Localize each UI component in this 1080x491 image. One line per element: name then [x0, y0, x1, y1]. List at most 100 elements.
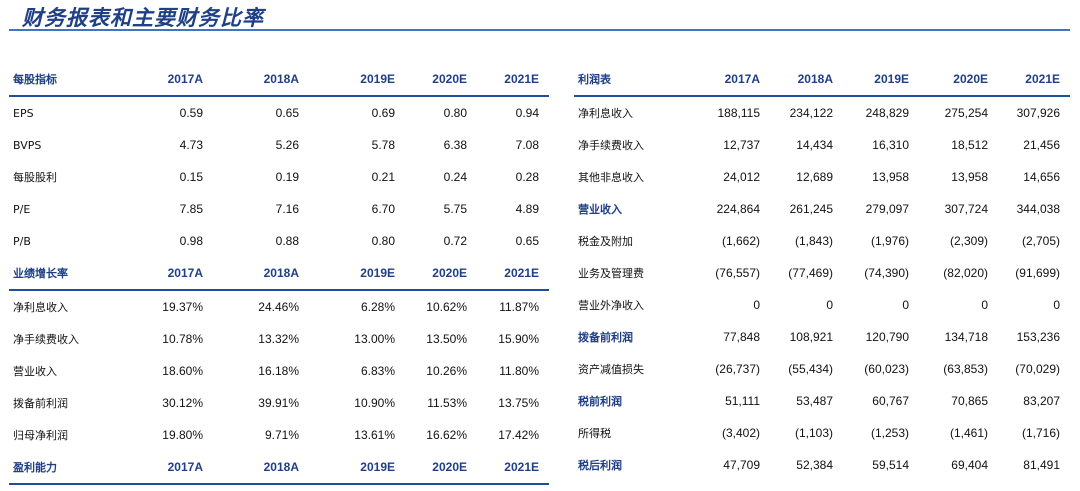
table-cell: (1,103) [794, 426, 833, 440]
table-row: 拨备前利润 77,848 108,921 120,790 134,718 153,236 [574, 321, 1070, 353]
table-cell: 39.91% [258, 396, 299, 410]
column-header: 2020E [919, 63, 998, 97]
table-row: 净手续费收入 10.78% 13.32% 13.00% 13.50% 15.90% [9, 323, 549, 355]
column-header: 2018A [213, 257, 309, 291]
table-cell: (26,737) [715, 362, 760, 376]
table-cell: 0.72 [443, 234, 467, 248]
table-cell: 13.50% [426, 332, 467, 346]
table-cell: 0.65 [275, 106, 299, 120]
column-header: 2021E [477, 63, 549, 97]
table-cell: 0.28 [515, 170, 539, 184]
table-cell: 0.88 [275, 234, 299, 248]
table-cell: 14,656 [1023, 170, 1060, 184]
table-cell: 0 [753, 298, 760, 312]
section-header-row: 业绩增长率 2017A 2018A 2019E 2020E 2021E [9, 257, 549, 291]
table-row: 营业外净收入 0 0 0 0 0 [574, 289, 1070, 321]
table-row: 净利息收入 19.37% 24.46% 6.28% 10.62% 11.87% [9, 290, 549, 323]
table-cell: 0 [1053, 298, 1060, 312]
section-header-row: 盈利能力 2017A 2018A 2019E 2020E 2021E [9, 451, 549, 485]
section-title: 盈利能力 [9, 451, 127, 485]
left-financial-table: 每股指标 2017A 2018A 2019E 2020E 2021E EPS 0.59 0.65… [9, 63, 549, 485]
table-cell: (70,029) [1015, 362, 1060, 376]
table-row: 归母净利润 19.80% 9.71% 13.61% 16.62% 17.42% [9, 419, 549, 451]
row-label: 营业收入 [578, 203, 622, 216]
column-header: 2017A [682, 63, 770, 97]
table-cell: 16.18% [258, 364, 299, 378]
table-cell: 0.69 [371, 106, 395, 120]
table-cell: 0.65 [515, 234, 539, 248]
table-cell: 52,384 [796, 458, 833, 472]
table-cell: 4.73 [179, 138, 203, 152]
row-label: 税后利润 [578, 459, 622, 472]
column-header: 2018A [213, 451, 309, 485]
table-cell: 0 [902, 298, 909, 312]
table-row: 净手续费收入 12,737 14,434 16,310 18,512 21,456 [574, 129, 1070, 161]
table-row: 营业收入 18.60% 16.18% 6.83% 10.26% 11.80% [9, 355, 549, 387]
row-label: EPS [13, 106, 34, 120]
table-cell: 0.59 [179, 106, 203, 120]
table-cell: 16.62% [426, 428, 467, 442]
table-cell: 51,111 [725, 394, 760, 408]
table-row: 税金及附加 (1,662) (1,843) (1,976) (2,309) (2,705) [574, 225, 1070, 257]
table-cell: 234,122 [789, 106, 833, 120]
table-cell: 69,404 [951, 458, 988, 472]
table-cell: 5.78 [371, 138, 395, 152]
table-row: 业务及管理费 (76,557) (77,469) (74,390) (82,020) (9… [574, 257, 1070, 289]
table-cell: 13,958 [951, 170, 988, 184]
table-cell: 188,115 [717, 106, 761, 120]
table-cell: (91,699) [1015, 266, 1060, 280]
table-cell: 13.00% [354, 332, 395, 346]
table-cell: 6.70 [371, 202, 395, 216]
table-cell: 153,236 [1016, 330, 1060, 344]
table-cell: (1,843) [794, 234, 833, 248]
table-row: EPS 0.59 0.65 0.69 0.80 0.94 [9, 96, 549, 129]
table-cell: 261,245 [789, 202, 833, 216]
table-cell: 11.87% [499, 300, 539, 314]
row-label: P/E [13, 202, 31, 216]
income-statement-table: 利润表 2017A 2018A 2019E 2020E 2021E 净利息收入 188,115… [574, 63, 1070, 481]
table-row: 拨备前利润 30.12% 39.91% 10.90% 11.53% 13.75% [9, 387, 549, 419]
table-cell: 12,689 [796, 170, 833, 184]
table-row: P/E 7.85 7.16 6.70 5.75 4.89 [9, 193, 549, 225]
column-header: 2020E [405, 257, 477, 291]
table-row: 其他非息收入 24,012 12,689 13,958 13,958 14,656 [574, 161, 1070, 193]
row-label: 每股股利 [13, 171, 57, 184]
table-cell: (74,390) [864, 266, 909, 280]
row-label: 税前利润 [578, 395, 622, 408]
table-cell: 0.24 [443, 170, 467, 184]
row-label: P/B [13, 234, 31, 248]
row-label: 拨备前利润 [13, 397, 68, 410]
row-label: 净手续费收入 [578, 139, 644, 152]
table-cell: (60,023) [864, 362, 909, 376]
row-label: 营业外净收入 [578, 299, 644, 312]
row-label: 营业收入 [13, 365, 57, 378]
column-header: 2019E [309, 257, 405, 291]
table-cell: 6.83% [360, 364, 395, 378]
table-row: 每股股利 0.15 0.19 0.21 0.24 0.28 [9, 161, 549, 193]
column-header: 2017A [127, 63, 213, 97]
table-row: 税后利润 47,709 52,384 59,514 69,404 81,491 [574, 449, 1070, 481]
table-cell: 16,310 [872, 138, 909, 152]
table-cell: 59,514 [872, 458, 909, 472]
table-cell: 19.80% [162, 428, 203, 442]
column-header: 2019E [843, 63, 919, 97]
table-cell: 13.32% [258, 332, 299, 346]
table-cell: 70,865 [951, 394, 988, 408]
table-cell: 0.19 [275, 170, 299, 184]
table-cell: 47,709 [723, 458, 760, 472]
table-cell: 15.90% [498, 332, 539, 346]
table-cell: 5.26 [275, 138, 299, 152]
table-cell: 14,434 [796, 138, 833, 152]
table-row: 税前利润 51,111 53,487 60,767 70,865 83,207 [574, 385, 1070, 417]
table-cell: 120,790 [865, 330, 909, 344]
table-cell: 10.26% [426, 364, 467, 378]
table-cell: 13,958 [872, 170, 909, 184]
row-label: 净利息收入 [13, 301, 68, 314]
table-cell: 0.94 [515, 106, 539, 120]
table-cell: 279,097 [865, 202, 909, 216]
section-header-row: 每股指标 2017A 2018A 2019E 2020E 2021E [9, 63, 549, 97]
table-cell: 12,737 [723, 138, 760, 152]
row-label: 净利息收入 [578, 107, 633, 120]
section-title: 业绩增长率 [9, 257, 127, 291]
table-cell: 6.28% [360, 300, 395, 314]
